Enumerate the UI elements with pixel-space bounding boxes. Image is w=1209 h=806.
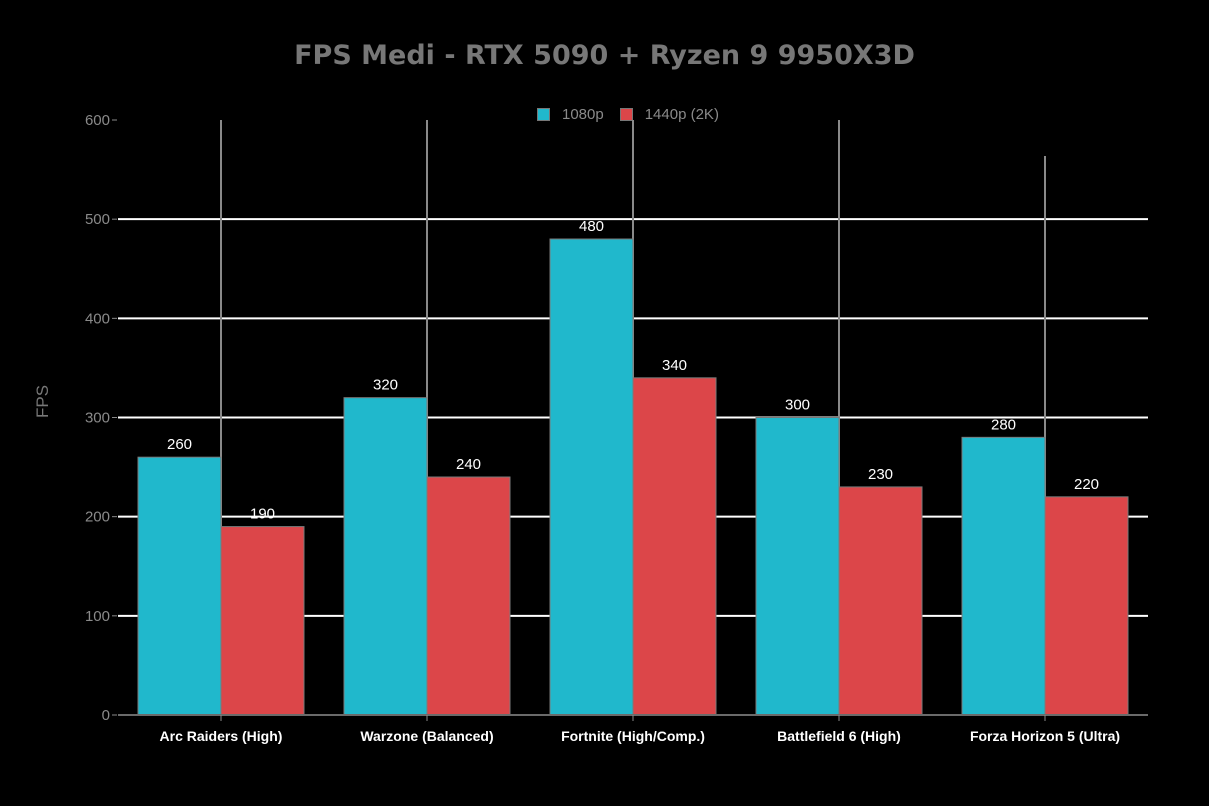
x-tick-label: Battlefield 6 (High) bbox=[777, 728, 901, 744]
y-tick-label: 100 bbox=[85, 608, 110, 625]
bar-value-label: 280 bbox=[991, 416, 1016, 433]
bar-1080p[interactable] bbox=[549, 238, 634, 716]
bar-1080p[interactable] bbox=[343, 397, 428, 716]
x-tick-label: Fortnite (High/Comp.) bbox=[561, 728, 705, 744]
bar-value-label: 300 bbox=[785, 397, 810, 414]
bar-value-label: 220 bbox=[1074, 476, 1099, 493]
y-tick-label: 600 bbox=[85, 112, 110, 129]
bar-value-label: 260 bbox=[167, 436, 192, 453]
legend-item-1080p[interactable]: 1080p bbox=[537, 106, 604, 123]
x-tick-label: Arc Raiders (High) bbox=[160, 728, 283, 744]
bar-value-label: 480 bbox=[579, 218, 604, 235]
bar-1440p[interactable] bbox=[632, 377, 717, 716]
bar-value-label: 230 bbox=[868, 466, 893, 483]
legend-swatch-1440p bbox=[619, 108, 633, 121]
bar-1440p[interactable] bbox=[838, 486, 923, 716]
chart-title: FPS Medi - RTX 5090 + Ryzen 9 9950X3D bbox=[294, 40, 915, 71]
y-tick-label: 300 bbox=[85, 410, 110, 427]
legend-swatch-1080p bbox=[537, 108, 550, 121]
y-tick-label: 500 bbox=[85, 211, 110, 228]
bar-value-label: 320 bbox=[373, 377, 398, 394]
bar-1440p[interactable] bbox=[426, 476, 511, 716]
chart-legend: 1080p 1440p (2K) bbox=[537, 106, 735, 123]
y-tick-label: 0 bbox=[102, 707, 110, 724]
y-tick-label: 200 bbox=[85, 509, 110, 526]
bar-value-label: 240 bbox=[456, 456, 481, 473]
legend-label-1080p: 1080p bbox=[562, 106, 604, 123]
x-tick-label: Warzone (Balanced) bbox=[360, 728, 493, 744]
bar-1080p[interactable] bbox=[137, 456, 222, 716]
legend-label-1440p: 1440p (2K) bbox=[644, 106, 719, 123]
legend-item-1440p[interactable]: 1440p (2K) bbox=[619, 106, 719, 123]
bar-1080p[interactable] bbox=[961, 436, 1046, 716]
bar-value-label: 340 bbox=[662, 357, 687, 374]
x-tick-label: Forza Horizon 5 (Ultra) bbox=[970, 728, 1120, 744]
bar-1440p[interactable] bbox=[1044, 496, 1129, 716]
bar-1080p[interactable] bbox=[755, 417, 840, 716]
bar-value-label: 190 bbox=[250, 506, 275, 523]
y-tick-label: 400 bbox=[85, 310, 110, 327]
bar-1440p[interactable] bbox=[220, 526, 305, 716]
